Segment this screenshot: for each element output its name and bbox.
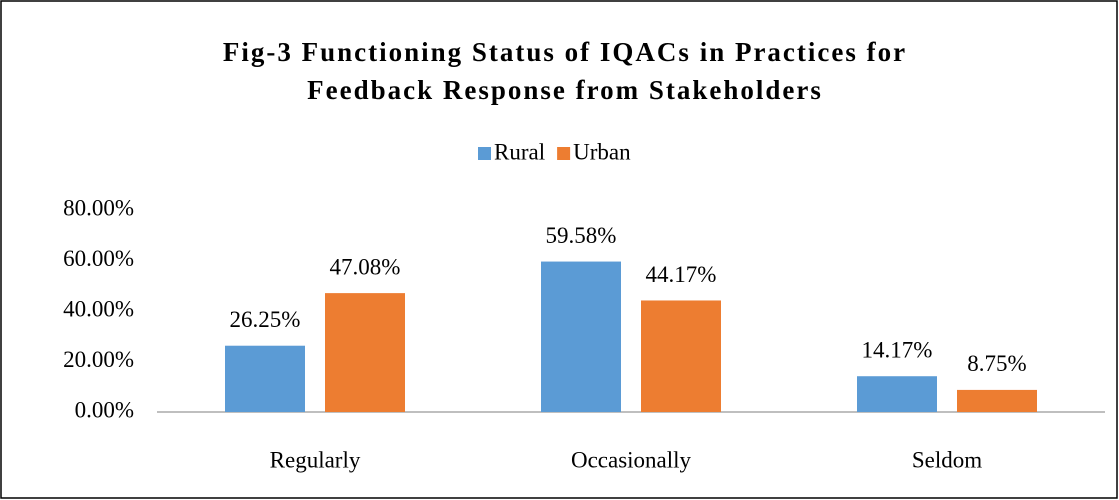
y-tick-label: 0.00% [75, 397, 134, 422]
legend-label: Rural [494, 139, 545, 164]
data-label: 14.17% [862, 338, 933, 363]
bar [641, 300, 721, 412]
chart-title: Fig-3 Functioning Status of IQACs in Pra… [223, 37, 907, 67]
y-tick-label: 40.00% [63, 296, 134, 321]
x-tick-label: Seldom [912, 447, 982, 472]
bar [957, 389, 1037, 412]
y-tick-label: 60.00% [63, 246, 134, 271]
data-label: 47.08% [330, 254, 401, 279]
y-tick-label: 80.00% [63, 195, 134, 220]
data-label: 8.75% [967, 351, 1026, 376]
bar [325, 293, 405, 412]
bar [541, 261, 621, 412]
legend-label: Urban [573, 139, 631, 164]
data-label: 44.17% [646, 262, 717, 287]
chart-title: Feedback Response from Stakeholders [307, 75, 823, 105]
legend-swatch [478, 147, 491, 160]
bar [857, 376, 937, 412]
data-label: 26.25% [230, 307, 301, 332]
bar [225, 345, 305, 412]
x-tick-label: Regularly [270, 447, 361, 472]
x-tick-label: Occasionally [571, 447, 692, 472]
y-tick-label: 20.00% [63, 347, 134, 372]
legend-swatch [557, 147, 571, 160]
data-label: 59.58% [546, 223, 617, 248]
